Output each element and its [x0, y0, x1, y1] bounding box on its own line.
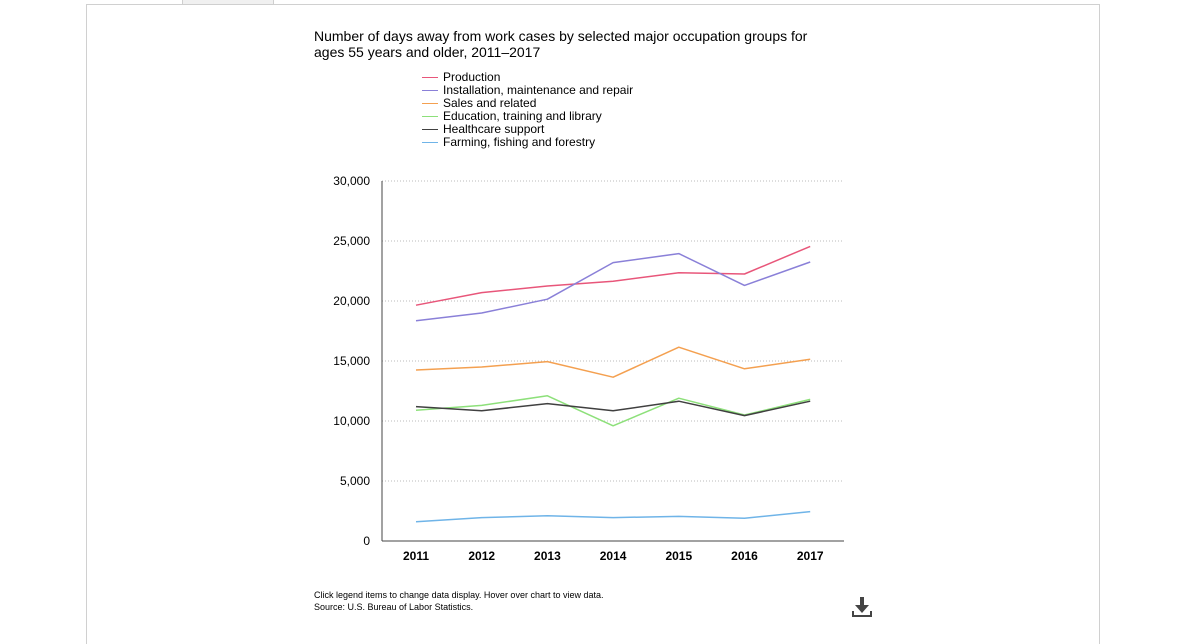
data-point-installation-maintenance-and-repair[interactable]: [742, 282, 748, 288]
tab-stub[interactable]: [182, 0, 274, 5]
data-point-education-training-and-library[interactable]: [544, 393, 550, 399]
data-point-healthcare-support[interactable]: [610, 408, 616, 414]
series-line-production: [415, 245, 811, 306]
data-point-farming-fishing-and-forestry[interactable]: [676, 513, 682, 519]
data-point-production[interactable]: [742, 271, 748, 277]
chart-note: Click legend items to change data displa…: [314, 590, 604, 600]
x-tick-label: 2015: [665, 549, 692, 563]
data-point-healthcare-support[interactable]: [676, 398, 682, 404]
x-tick-label: 2013: [534, 549, 561, 563]
legend-swatch: [422, 77, 438, 78]
data-point-installation-maintenance-and-repair[interactable]: [807, 259, 813, 265]
data-point-sales-and-related[interactable]: [413, 367, 419, 373]
data-point-farming-fishing-and-forestry[interactable]: [742, 515, 748, 521]
series-line-sales-and-related: [415, 346, 811, 378]
legend-item[interactable]: Production: [422, 71, 633, 84]
legend-item[interactable]: Healthcare support: [422, 123, 633, 136]
legend-swatch: [422, 103, 438, 104]
legend-label: Production: [443, 70, 501, 84]
data-point-installation-maintenance-and-repair[interactable]: [676, 251, 682, 257]
data-point-installation-maintenance-and-repair[interactable]: [544, 296, 550, 302]
chart-footer: Click legend items to change data displa…: [314, 589, 603, 613]
data-point-sales-and-related[interactable]: [676, 344, 682, 350]
data-point-healthcare-support[interactable]: [807, 398, 813, 404]
y-tick-label: 30,000: [333, 174, 370, 188]
data-point-healthcare-support[interactable]: [742, 413, 748, 419]
y-tick-label: 15,000: [333, 354, 370, 368]
download-icon: [852, 597, 872, 617]
legend-item[interactable]: Sales and related: [422, 97, 633, 110]
legend-swatch: [422, 129, 438, 130]
legend-label: Installation, maintenance and repair: [443, 83, 634, 97]
legend-item[interactable]: Education, training and library: [422, 110, 633, 123]
data-point-healthcare-support[interactable]: [413, 404, 419, 410]
page-frame: [86, 4, 1100, 644]
series-line-healthcare-support: [415, 400, 811, 417]
data-point-education-training-and-library[interactable]: [479, 402, 485, 408]
data-point-installation-maintenance-and-repair[interactable]: [479, 310, 485, 316]
y-tick-label: 0: [363, 534, 370, 548]
chart-title: Number of days away from work cases by s…: [314, 28, 808, 60]
x-tick-label: 2012: [468, 549, 495, 563]
data-point-education-training-and-library[interactable]: [610, 423, 616, 429]
data-point-sales-and-related[interactable]: [479, 364, 485, 370]
data-point-installation-maintenance-and-repair[interactable]: [610, 260, 616, 266]
data-point-farming-fishing-and-forestry[interactable]: [413, 519, 419, 525]
data-point-sales-and-related[interactable]: [610, 374, 616, 380]
legend-swatch: [422, 142, 438, 143]
data-point-production[interactable]: [413, 302, 419, 308]
legend-swatch: [422, 90, 438, 91]
y-tick-label: 20,000: [333, 294, 370, 308]
y-tick-label: 5,000: [340, 474, 370, 488]
data-point-sales-and-related[interactable]: [544, 359, 550, 365]
y-tick-label: 10,000: [333, 414, 370, 428]
data-point-installation-maintenance-and-repair[interactable]: [413, 318, 419, 324]
data-point-farming-fishing-and-forestry[interactable]: [610, 515, 616, 521]
x-tick-label: 2016: [731, 549, 758, 563]
data-point-sales-and-related[interactable]: [807, 356, 813, 362]
data-point-production[interactable]: [676, 270, 682, 276]
series-line-installation-maintenance-and-repair: [415, 252, 811, 322]
legend: Production Installation, maintenance and …: [422, 71, 633, 149]
x-tick-label: 2017: [797, 549, 824, 563]
series-line-farming-fishing-and-forestry: [415, 510, 811, 523]
data-point-production[interactable]: [544, 283, 550, 289]
legend-label: Farming, fishing and forestry: [443, 135, 596, 149]
download-button[interactable]: [850, 595, 874, 619]
chart-source: Source: U.S. Bureau of Labor Statistics.: [314, 602, 474, 612]
data-point-farming-fishing-and-forestry[interactable]: [479, 515, 485, 521]
x-tick-label: 2014: [600, 549, 627, 563]
legend-label: Healthcare support: [443, 122, 545, 136]
y-tick-label: 25,000: [333, 234, 370, 248]
legend-item[interactable]: Farming, fishing and forestry: [422, 136, 633, 149]
chart-plot[interactable]: 0 5,000 10,000 15,000 20,000 25,000 30,000 2011…: [0, 0, 1192, 620]
data-point-healthcare-support[interactable]: [479, 408, 485, 414]
data-point-farming-fishing-and-forestry[interactable]: [544, 513, 550, 519]
data-point-farming-fishing-and-forestry[interactable]: [807, 509, 813, 515]
data-point-healthcare-support[interactable]: [544, 401, 550, 407]
legend-item[interactable]: Installation, maintenance and repair: [422, 84, 633, 97]
legend-swatch: [422, 116, 438, 117]
data-point-production[interactable]: [610, 278, 616, 284]
legend-label: Sales and related: [443, 96, 537, 110]
legend-label: Education, training and library: [443, 109, 602, 123]
data-point-production[interactable]: [479, 290, 485, 296]
data-point-production[interactable]: [807, 243, 813, 249]
x-tick-label: 2011: [403, 549, 429, 563]
data-point-sales-and-related[interactable]: [742, 366, 748, 372]
